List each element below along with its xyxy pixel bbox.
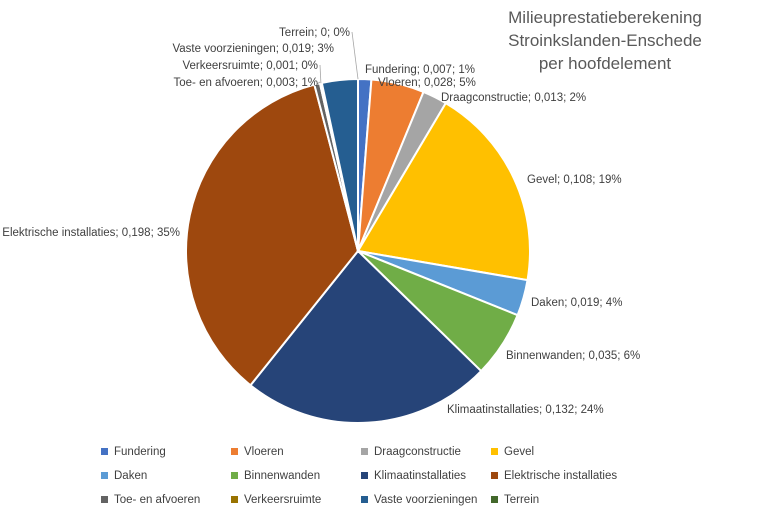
legend-label: Binnenwanden [244, 469, 321, 482]
legend-item-vloeren: Vloeren [231, 443, 361, 460]
pie-slices [185, 77, 531, 425]
leader-line-toe-en-afvoeren [316, 81, 321, 85]
legend-label: Verkeersruimte [244, 493, 322, 506]
legend-swatch [361, 448, 368, 455]
chart-title: Milieuprestatieberekening Stroinkslanden… [480, 6, 730, 75]
chart-title-line-2: Stroinkslanden-Enschede [508, 31, 702, 50]
leader-line-verkeersruimte [319, 64, 322, 84]
data-label-binnenwanden: Binnenwanden; 0,035; 6% [506, 350, 640, 362]
legend-swatch [231, 496, 238, 503]
legend-swatch [361, 496, 368, 503]
legend-item-gevel: Gevel [491, 443, 641, 460]
chart-title-line-1: Milieuprestatieberekening [508, 8, 702, 27]
legend-swatch [101, 496, 108, 503]
pie-slice-klimaatinstallaties [249, 249, 483, 425]
data-label-elektrische-installaties: Elektrische installaties; 0,198; 35% [2, 227, 180, 239]
data-label-gevel: Gevel; 0,108; 19% [527, 174, 622, 186]
legend-swatch [231, 448, 238, 455]
data-label-fundering: Fundering; 0,007; 1% [365, 64, 475, 76]
data-label-toe-en-afvoeren: Toe- en afvoeren; 0,003; 1% [174, 77, 319, 89]
legend-swatch [491, 472, 498, 479]
legend-label: Vaste voorzieningen [374, 493, 478, 506]
legend-label: Draagconstructie [374, 445, 461, 458]
legend-item-verkeersruimte: Verkeersruimte [231, 491, 361, 508]
legend-label: Fundering [114, 445, 166, 458]
legend-label: Klimaatinstallaties [374, 469, 467, 482]
legend-label: Elektrische installaties [504, 469, 618, 482]
legend-item-draagconstructie: Draagconstructie [361, 443, 491, 460]
chart-legend: Fundering Vloeren Draagconstructie Gevel Dak… [101, 443, 741, 508]
pie-slice-elektrische-installaties [185, 83, 360, 387]
legend-swatch [491, 496, 498, 503]
legend-item-terrein: Terrein [491, 491, 641, 508]
legend-item-binnenwanden: Binnenwanden [231, 467, 361, 484]
chart-title-line-3: per hoofdelement [538, 54, 672, 73]
data-label-vloeren: Vloeren; 0,028; 5% [378, 77, 476, 89]
data-labels: Fundering; 0,007; 1%Vloeren; 0,028; 5% Dr… [2, 27, 640, 416]
legend-label: Toe- en afvoeren [114, 493, 201, 506]
data-label-draagconstructie: Draagconstructie; 0,013; 2% [441, 92, 586, 104]
data-label-vaste-voorzieningen: Vaste voorzieningen; 0,019; 3% [172, 43, 334, 55]
legend-label: Gevel [504, 445, 535, 458]
data-label-klimaatinstallaties: Klimaatinstallaties; 0,132; 24% [447, 404, 604, 416]
legend-swatch [231, 472, 238, 479]
pie-slice-gevel [356, 101, 531, 282]
data-label-daken: Daken; 0,019; 4% [531, 297, 622, 309]
legend-item-fundering: Fundering [101, 443, 231, 460]
legend-item-toe-en-afvoeren: Toe- en afvoeren [101, 491, 231, 508]
legend-swatch [491, 448, 498, 455]
legend-swatch [361, 472, 368, 479]
leader-lines [316, 31, 359, 85]
legend-swatch [101, 472, 108, 479]
data-label-verkeersruimte: Verkeersruimte; 0,001; 0% [182, 60, 318, 72]
legend-swatch [101, 448, 108, 455]
legend-item-klimaatinstallaties: Klimaatinstallaties [361, 467, 491, 484]
leader-line-terrein [351, 31, 359, 80]
legend-item-vaste-voorzieningen: Vaste voorzieningen [361, 491, 491, 508]
data-label-terrein: Terrein; 0; 0% [279, 27, 350, 39]
legend-item-elektrische-installaties: Elektrische installaties [491, 467, 641, 484]
legend-label: Daken [114, 469, 148, 482]
legend-label: Vloeren [244, 445, 284, 458]
legend-item-daken: Daken [101, 467, 231, 484]
legend-label: Terrein [504, 493, 540, 506]
